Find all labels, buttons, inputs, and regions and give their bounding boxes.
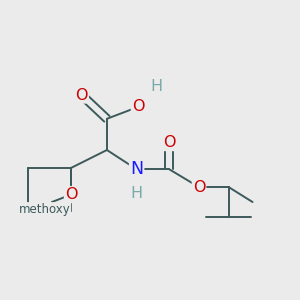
Text: O: O (163, 135, 176, 150)
Text: O: O (193, 180, 205, 195)
Text: O: O (65, 187, 77, 202)
Text: H: H (130, 186, 143, 201)
Text: O: O (132, 99, 144, 114)
Text: O: O (75, 88, 88, 103)
Text: H: H (150, 79, 162, 94)
Text: methoxy: methoxy (19, 203, 70, 216)
Text: N: N (130, 160, 143, 178)
